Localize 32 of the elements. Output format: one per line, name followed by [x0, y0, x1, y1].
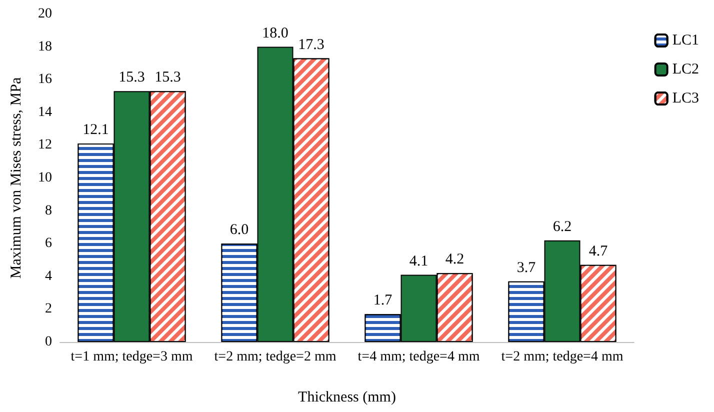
data-label: 6.0 — [230, 222, 249, 238]
data-label: 4.1 — [409, 253, 428, 270]
data-label: 6.2 — [552, 218, 572, 235]
y-tick-label: 8 — [45, 203, 52, 218]
x-axis-title: Thickness (mm) — [298, 390, 396, 406]
y-tick-label: 10 — [38, 170, 52, 186]
data-label: 15.3 — [154, 70, 181, 86]
data-label: 3.7 — [516, 260, 536, 276]
y-tick-label: 4 — [45, 268, 52, 284]
y-tick-label: 18 — [38, 39, 52, 54]
y-tick-label: 14 — [38, 104, 52, 120]
data-label: 15.3 — [118, 70, 145, 86]
y-tick-label: 16 — [38, 72, 52, 88]
legend-label: LC3 — [672, 90, 700, 106]
data-label: 17.3 — [298, 36, 324, 53]
data-label: 12.1 — [82, 122, 109, 138]
y-tick-label: 2 — [45, 302, 52, 317]
y-tick-label: 0 — [45, 334, 52, 350]
y-tick-label: 12 — [38, 138, 52, 153]
y-axis-title: Maximum von Mises stress, MPa — [8, 77, 24, 279]
data-label: 4.2 — [445, 252, 464, 268]
data-label: 18.0 — [262, 25, 288, 42]
x-tick-label: t=1 mm; tedge=3 mm — [70, 350, 193, 364]
x-tick-label: t=4 mm; tedge=4 mm — [358, 350, 480, 364]
y-tick-label: 20 — [38, 6, 52, 22]
data-label: 1.7 — [373, 292, 393, 309]
x-tick-label: t=2 mm; tedge=4 mm — [501, 350, 624, 364]
data-label: 4.7 — [588, 243, 608, 260]
y-tick-label: 6 — [45, 236, 52, 252]
legend-label: LC1 — [672, 32, 700, 48]
legend-label: LC2 — [672, 62, 700, 78]
x-tick-label: t=2 mm; tedge=2 mm — [214, 350, 336, 364]
